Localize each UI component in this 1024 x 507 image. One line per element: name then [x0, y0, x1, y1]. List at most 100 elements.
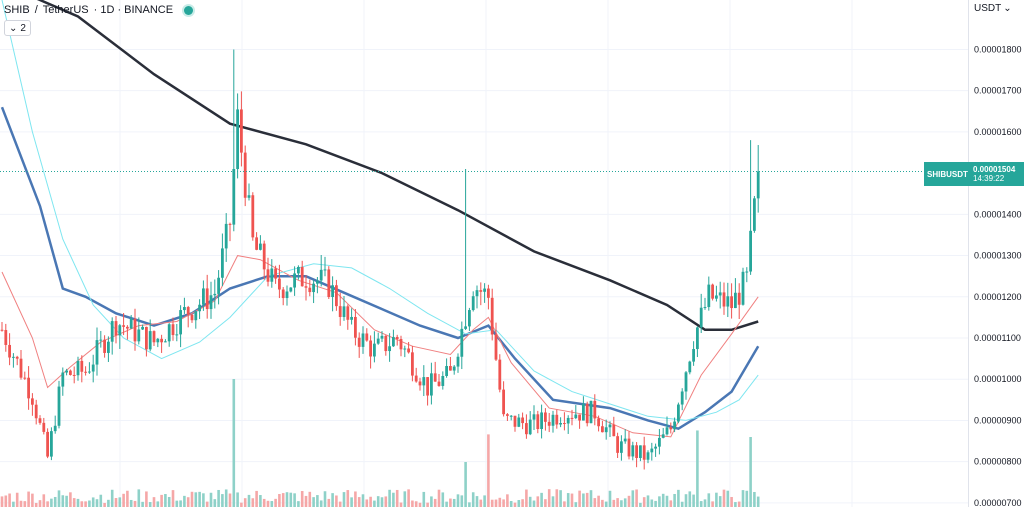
candle-body: [312, 283, 315, 293]
volume-bar: [707, 493, 711, 507]
candle-body: [403, 348, 407, 350]
volume-bar: [696, 430, 699, 507]
candle-body: [95, 340, 99, 365]
candle-body: [620, 441, 623, 453]
candle-body: [555, 414, 559, 425]
candle-body: [502, 389, 505, 415]
candle-body: [316, 280, 319, 284]
indicators-legend-toggle[interactable]: ⌄ 2: [4, 20, 31, 36]
volume-bar: [175, 500, 179, 507]
volume-bar: [72, 498, 76, 507]
volume-bar: [403, 491, 407, 507]
candle-body: [27, 377, 30, 399]
candle-body: [126, 326, 129, 329]
candle-body: [76, 360, 80, 376]
volume-bar: [585, 492, 589, 507]
candle-body: [285, 291, 289, 299]
volume-bar: [593, 498, 597, 507]
volume-bar: [350, 497, 353, 507]
candle-body: [281, 289, 285, 299]
candle-body: [259, 243, 262, 250]
symbol-header: SHIB / TetherUS · 1D · BINANCE: [4, 2, 194, 18]
candle-countdown: 14:39:22: [973, 174, 1005, 183]
volume-bar: [395, 489, 399, 507]
candle-body: [540, 412, 543, 430]
candle-body: [118, 325, 122, 336]
volume-bar: [506, 494, 509, 507]
volume-bar: [487, 434, 490, 507]
volume-bar: [753, 491, 756, 507]
volume-bar: [308, 491, 312, 507]
price-tick-label: 0.00001300: [974, 251, 1022, 261]
symbol-base: SHIB: [4, 4, 30, 16]
candle-body: [623, 438, 627, 442]
candle-body: [532, 414, 536, 420]
candle-body: [99, 339, 103, 341]
candle-body: [205, 288, 209, 310]
volume-bar: [202, 493, 205, 507]
volume-bar: [737, 501, 741, 507]
volume-bar: [213, 499, 217, 507]
candle-body: [384, 335, 388, 352]
candle-body: [72, 374, 76, 376]
candle-body: [357, 337, 361, 347]
candle-body: [654, 446, 657, 449]
price-tick-label: 0.00001700: [974, 86, 1022, 96]
volume-bar: [433, 498, 437, 507]
volume-bar: [673, 493, 676, 507]
volume-bar: [650, 499, 654, 507]
candle-body: [726, 296, 730, 307]
candle-body: [753, 198, 756, 231]
volume-bar: [616, 498, 619, 507]
candle-body: [4, 330, 8, 345]
volume-bar: [373, 500, 376, 507]
candle-body: [342, 306, 346, 317]
currency-select[interactable]: USDT ⌄: [974, 1, 1012, 15]
price-tick-label: 0.00001000: [974, 374, 1022, 384]
volume-bar: [91, 497, 95, 507]
volume-bar: [327, 498, 331, 507]
volume-bar: [361, 494, 365, 507]
candle-body: [604, 427, 608, 433]
chevron-down-icon: ⌄: [1003, 2, 1012, 14]
volume-bar: [190, 491, 194, 507]
volume-bar: [376, 496, 380, 507]
volume-bar: [262, 498, 266, 507]
volume-bar: [726, 490, 730, 507]
chevron-down-icon: ⌄: [9, 22, 18, 34]
volume-bar: [167, 496, 171, 507]
candle-body: [585, 403, 589, 424]
volume-bar: [532, 500, 536, 507]
candle-body: [589, 400, 593, 424]
price-tick-label: 0.00001100: [974, 333, 1021, 343]
candle-body: [574, 414, 578, 419]
volume-bar: [50, 498, 53, 507]
candle-body: [547, 421, 551, 426]
volume-bar: [513, 502, 517, 507]
volume-bar: [88, 500, 91, 507]
volume-bar: [304, 495, 308, 507]
candle-body: [319, 269, 323, 281]
volume-bar: [205, 501, 209, 507]
volume-bar: [509, 501, 513, 507]
volume-bar: [80, 501, 84, 507]
candle-body: [293, 273, 296, 288]
candle-body: [278, 278, 281, 290]
volume-bar: [547, 489, 551, 507]
candle-body: [608, 424, 612, 428]
candle-body: [122, 325, 125, 327]
candle-body: [475, 290, 479, 297]
volume-bar: [255, 490, 258, 507]
candle-body: [19, 358, 23, 378]
candle-body: [718, 292, 722, 296]
volume-bar: [658, 496, 661, 507]
volume-bar: [27, 491, 30, 507]
candle-body: [601, 426, 604, 433]
volume-bar: [338, 501, 342, 507]
candle-body: [631, 445, 635, 457]
volume-bar: [224, 489, 228, 507]
candle-body: [677, 404, 680, 422]
volume-bar: [718, 496, 722, 507]
candle-body: [141, 326, 144, 330]
